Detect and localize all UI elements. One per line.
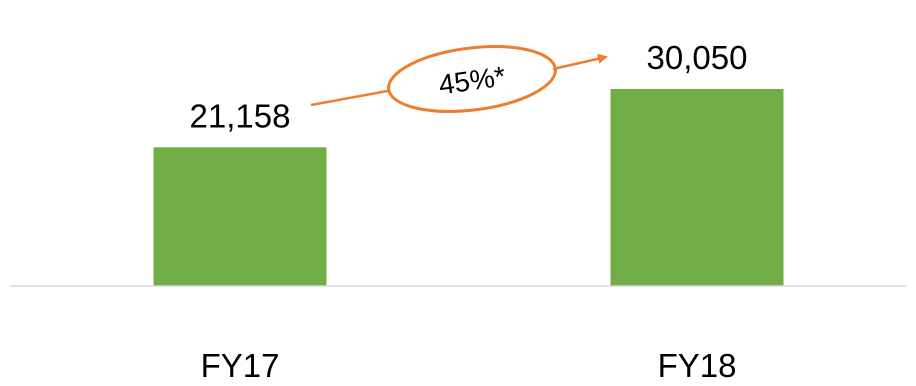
bar-fy18: [610, 89, 784, 286]
category-labels-group: FY17 FY18: [201, 347, 737, 384]
growth-annotation: 45%*: [310, 45, 608, 113]
bars-group: [153, 89, 784, 286]
value-labels-group: 21,158 30,050: [190, 39, 748, 134]
bar-fy17: [153, 147, 327, 286]
category-label-fy17: FY17: [201, 347, 280, 384]
growth-arrow-tail: [310, 88, 394, 107]
category-label-fy18: FY18: [658, 347, 737, 384]
value-label-fy18: 30,050: [647, 39, 748, 76]
growth-arrow-head: [552, 53, 608, 71]
value-label-fy17: 21,158: [190, 97, 291, 134]
